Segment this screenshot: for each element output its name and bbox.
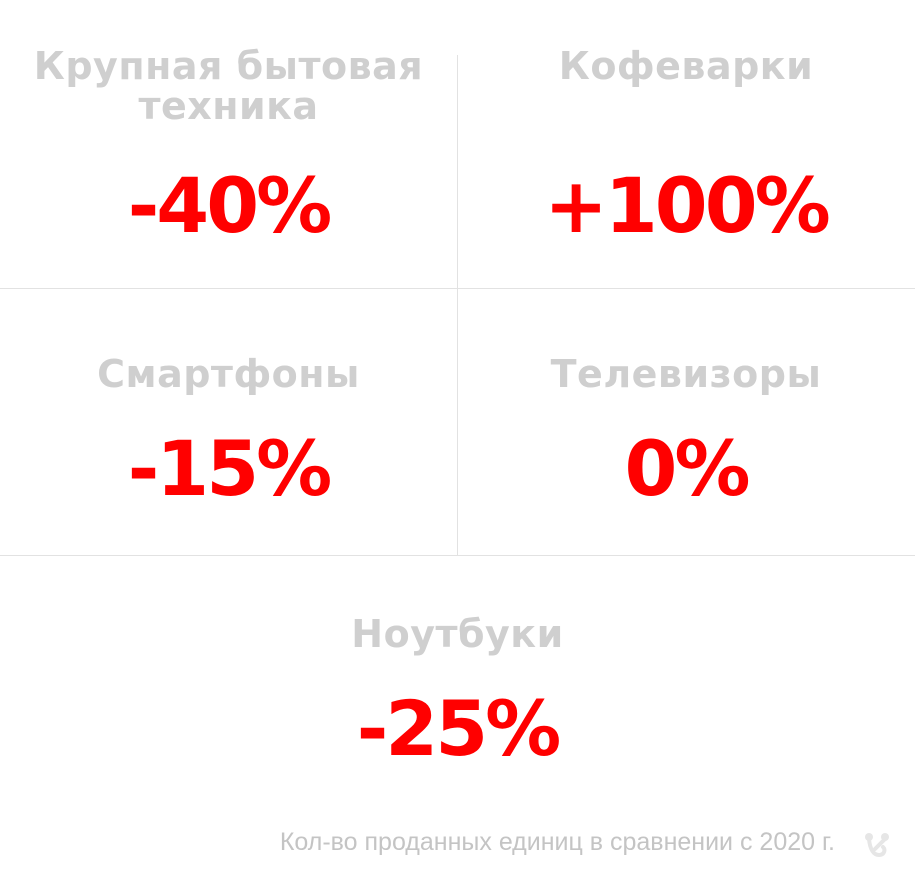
horizontal-divider [0,288,915,289]
stat-title: Кофеварки [558,44,814,88]
stat-title: Ноутбуки [351,612,564,656]
stat-large-appliances: Крупная бытовая техника -40% [0,46,457,246]
brand-logo-icon [865,833,889,858]
stat-laptops: Ноутбуки -25% [0,614,915,769]
horizontal-divider [0,555,915,556]
stat-title: Телевизоры [550,352,822,396]
stat-smartphones: Смартфоны -15% [0,354,457,509]
footnote: Кол-во проданных единиц в сравнении с 20… [279,828,835,856]
stat-value: -15% [127,424,332,513]
stat-value: +100% [544,161,830,250]
stat-tvs: Телевизоры 0% [457,354,915,509]
vertical-divider [457,55,458,555]
stat-value: -25% [356,684,561,773]
stat-coffee-makers: Кофеварки +100% [457,46,915,246]
stat-title: Смартфоны [97,352,360,396]
stat-title: Крупная бытовая техника [33,44,424,128]
stat-value: 0% [624,424,750,513]
stat-value: -40% [127,161,332,250]
